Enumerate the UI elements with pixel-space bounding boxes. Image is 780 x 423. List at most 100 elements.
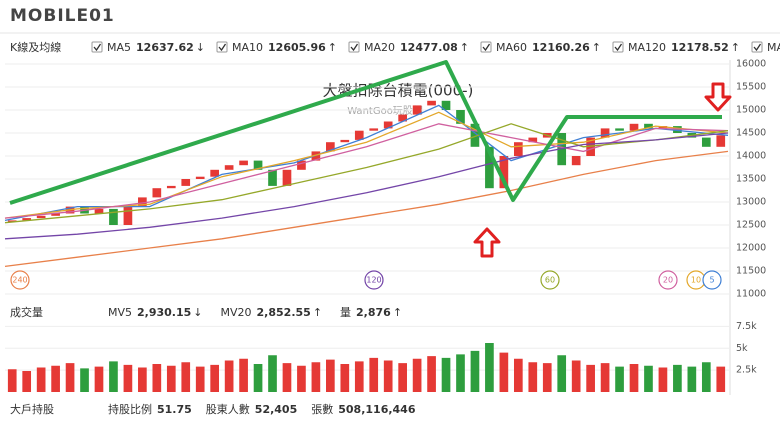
legend-trend: ↑ xyxy=(393,306,402,319)
legend-value: 12178.52 xyxy=(671,41,729,54)
ma-badge-label: 120 xyxy=(366,276,381,285)
candle xyxy=(716,135,726,147)
legend-value: 12477.08 xyxy=(400,41,458,54)
candle xyxy=(600,128,610,138)
volume-bar xyxy=(268,355,277,392)
candle xyxy=(499,156,509,189)
y-tick-label: 14000 xyxy=(736,151,766,162)
volume-bar xyxy=(354,361,364,392)
volume-bar xyxy=(658,367,668,392)
candle xyxy=(36,215,46,219)
candle xyxy=(412,105,422,115)
legend-checkbox[interactable] xyxy=(751,41,763,53)
holder-value: 52,405 xyxy=(255,403,297,416)
volume-bar xyxy=(297,365,306,392)
legend-value: 12637.62 xyxy=(136,41,194,54)
legend-value: 12605.96 xyxy=(268,41,326,54)
volume-bar xyxy=(239,358,248,392)
volume-bar xyxy=(673,364,682,392)
legend-value: 2,852.55 xyxy=(257,306,311,319)
legend-name: MA240 xyxy=(767,41,780,54)
candle xyxy=(441,100,451,110)
volume-bar xyxy=(383,360,393,392)
volume-bar xyxy=(687,366,697,392)
candle xyxy=(123,206,133,225)
holder-name: 股東人數 xyxy=(206,403,250,416)
ma-line xyxy=(4,104,729,222)
legend-trend: ↑ xyxy=(328,41,337,54)
legend-name: MA60 xyxy=(496,41,527,54)
volume-bar xyxy=(600,363,610,392)
candle xyxy=(239,160,248,166)
candle xyxy=(398,114,407,122)
volume-bar xyxy=(716,366,726,392)
ma-badge xyxy=(658,270,678,290)
candle xyxy=(528,137,538,143)
legend-name: MA120 xyxy=(628,41,666,54)
y-tick-label: 2.5k xyxy=(736,365,757,376)
volume-bar xyxy=(210,364,220,392)
candle xyxy=(311,151,321,161)
volume-bar xyxy=(412,358,422,392)
check-mark xyxy=(218,43,227,52)
ma-badge-label: 5 xyxy=(709,276,714,285)
ma-badge xyxy=(702,270,722,290)
volume-bar xyxy=(586,364,595,392)
holder-name: 張數 xyxy=(311,403,333,416)
volume-title: 成交量 xyxy=(10,305,43,319)
check-mark xyxy=(614,43,623,52)
holder-value: 51.75 xyxy=(157,403,192,416)
legend-value: 2,876 xyxy=(356,306,391,319)
ma-badge xyxy=(364,270,384,290)
candle xyxy=(586,137,595,156)
y-tick-label: 14500 xyxy=(736,128,766,139)
candle xyxy=(456,110,465,124)
candle xyxy=(109,208,118,225)
volume-bar xyxy=(326,359,335,392)
ma-badge xyxy=(10,270,30,290)
volume-bar xyxy=(571,360,581,392)
candle xyxy=(615,128,624,131)
volume-bar xyxy=(369,357,379,392)
legend-name: MA20 xyxy=(364,41,395,54)
candle xyxy=(166,185,176,189)
candle xyxy=(210,169,220,177)
chart-title: 大盤扣除台積電(000-) xyxy=(323,82,474,100)
candle xyxy=(470,123,480,147)
legend-name: MV5 xyxy=(108,306,132,319)
candle xyxy=(513,142,523,156)
y-tick-label: 15500 xyxy=(736,82,766,93)
volume-bar xyxy=(513,358,523,392)
ma-badge-label: 240 xyxy=(12,276,27,285)
ma-line xyxy=(4,123,729,224)
volume-bar xyxy=(528,362,538,392)
volume-bar xyxy=(311,362,321,392)
legend-trend: ↑ xyxy=(460,41,469,54)
y-tick-label: 5k xyxy=(736,343,748,354)
legend-checkbox[interactable] xyxy=(612,41,624,53)
candle xyxy=(383,121,393,129)
volume-bar xyxy=(398,363,407,392)
candle xyxy=(224,165,234,170)
volume-bar xyxy=(644,365,653,392)
check-mark xyxy=(93,43,102,52)
candle xyxy=(369,128,379,131)
legend-name: MA5 xyxy=(107,41,131,54)
volume-bar xyxy=(499,352,509,392)
legend-checkbox[interactable] xyxy=(216,41,228,53)
volume-bar xyxy=(629,364,639,392)
candle xyxy=(485,146,494,189)
legend-checkbox[interactable] xyxy=(91,41,103,53)
volume-bar xyxy=(166,365,176,392)
volume-bar xyxy=(36,367,46,392)
volume-bar xyxy=(123,364,133,392)
legend-checkbox[interactable] xyxy=(480,41,492,53)
y-tick-label: 15000 xyxy=(736,105,766,116)
volume-bar xyxy=(94,366,104,392)
ma-line xyxy=(4,123,729,219)
volume-bar xyxy=(195,366,205,392)
candle xyxy=(51,213,60,216)
candle xyxy=(340,139,350,143)
legend-checkbox[interactable] xyxy=(348,41,360,53)
legend-trend: ↑ xyxy=(313,306,322,319)
